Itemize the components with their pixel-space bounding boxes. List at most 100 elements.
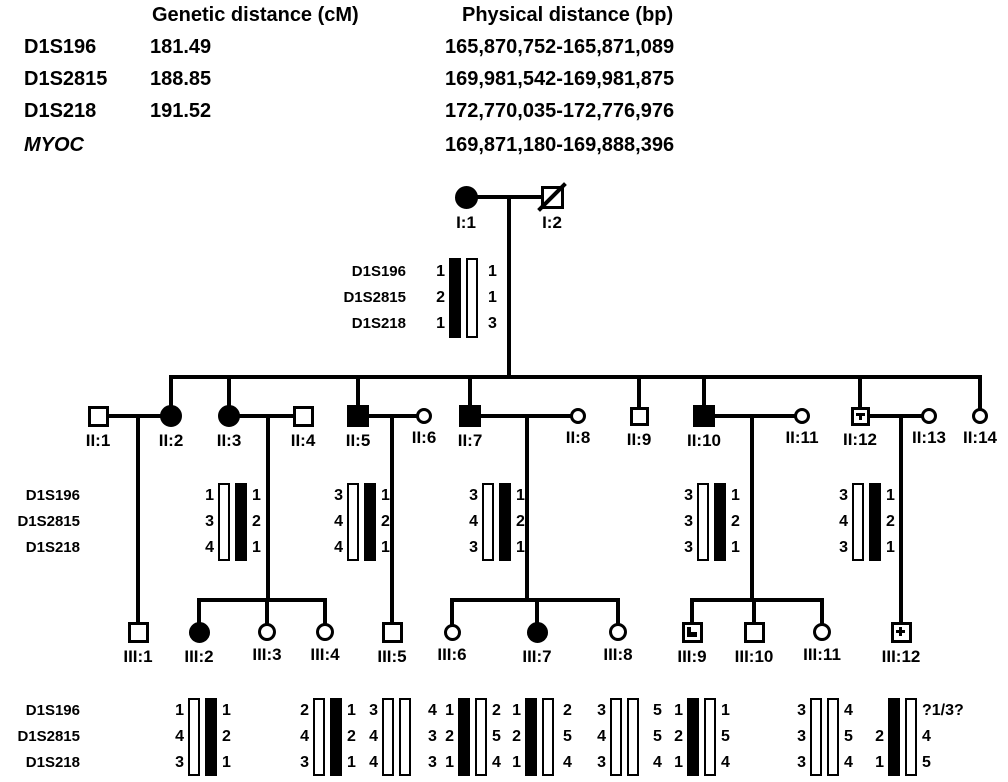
allele-value-right: 5 xyxy=(492,728,501,745)
individual-id-label: III:9 xyxy=(677,646,707,666)
individual-id-label: III:12 xyxy=(881,646,921,666)
haplotype-bar-disease xyxy=(330,698,342,776)
allele-value-right: 5 xyxy=(653,702,662,719)
genetic-distance-column-header: Genetic distance (cM) xyxy=(152,4,359,26)
genetic-distance-value: 181.49 xyxy=(150,36,212,58)
deceased-slash-icon xyxy=(537,182,567,212)
haplotype-bar-normal xyxy=(188,698,200,776)
allele-value-left: 3 xyxy=(300,754,309,771)
allele-value-left: 2 xyxy=(875,728,884,745)
pedigree-line-horizontal xyxy=(867,414,924,418)
allele-value-right: 4 xyxy=(428,702,437,719)
allele-value-left: 3 xyxy=(797,702,806,719)
allele-value-left: 1 xyxy=(436,263,445,280)
allele-value-right: 1 xyxy=(886,487,895,504)
allele-value-left: 1 xyxy=(674,754,683,771)
individual-id-label: II:12 xyxy=(842,429,878,449)
allele-value-left: 3 xyxy=(469,539,478,556)
haplotype-bar-normal xyxy=(704,698,716,776)
individual-symbol-II-11 xyxy=(794,408,810,424)
individual-symbol-II-1 xyxy=(87,405,109,427)
marker-name: D1S2815 xyxy=(24,68,108,90)
individual-symbol-III-4 xyxy=(316,623,334,641)
allele-value-left: 3 xyxy=(175,754,184,771)
pedigree-line-vertical xyxy=(690,598,694,627)
individual-id-label: II:7 xyxy=(457,431,483,450)
individual-symbol-II-13 xyxy=(921,408,937,424)
allele-value-right: 1 xyxy=(516,539,525,556)
haplotype-marker-label: D1S2815 xyxy=(17,513,80,530)
haplotype-marker-label: D1S218 xyxy=(25,754,80,771)
physical-distance-value: 169,981,542-169,981,875 xyxy=(445,68,675,90)
allele-value-right: 1 xyxy=(347,754,356,771)
allele-value-left: 1 xyxy=(175,702,184,719)
allele-value-left: 2 xyxy=(674,728,683,745)
allele-value-right: 4 xyxy=(653,754,662,771)
haplotype-bar-normal xyxy=(827,698,839,776)
allele-value-right: 2 xyxy=(381,513,390,530)
haplotype-bar-normal xyxy=(313,698,325,776)
allele-value-left: 1 xyxy=(445,754,454,771)
allele-value-left: 3 xyxy=(369,702,378,719)
haplotype-marker-label: D1S196 xyxy=(25,487,80,504)
allele-value-left: 3 xyxy=(684,513,693,530)
pedigree-line-vertical xyxy=(507,195,511,379)
haplotype-bar-disease xyxy=(525,698,537,776)
allele-value-right: 1 xyxy=(886,539,895,556)
haplotype-bar-normal xyxy=(475,698,487,776)
allele-value-left: 1 xyxy=(205,487,214,504)
individual-symbol-II-8 xyxy=(570,408,586,424)
haplotype-bar-disease xyxy=(449,258,461,338)
allele-value-left: 4 xyxy=(369,754,378,771)
haplotype-marker-label: D1S2815 xyxy=(343,289,406,306)
individual-id-label: II:1 xyxy=(85,430,111,450)
marker-name: D1S196 xyxy=(24,36,97,58)
allele-value-right: 3 xyxy=(488,315,497,332)
individual-symbol-II-5 xyxy=(347,405,369,427)
individual-id-label: II:11 xyxy=(785,428,819,447)
individual-id-label: III:6 xyxy=(437,644,467,664)
allele-value-right: 4 xyxy=(563,754,572,771)
individual-id-label: II:4 xyxy=(290,430,316,450)
allele-value-left: 4 xyxy=(469,513,478,530)
individual-id-label: II:6 xyxy=(411,428,437,447)
corner-mark-icon xyxy=(686,632,697,637)
genetic-distance-value: 191.52 xyxy=(150,100,212,122)
allele-value-right: 4 xyxy=(721,754,730,771)
individual-symbol-III-3 xyxy=(258,623,276,641)
physical-distance-column-header: Physical distance (bp) xyxy=(462,4,674,26)
individual-symbol-III-10 xyxy=(743,621,765,643)
allele-value-left: 1 xyxy=(875,754,884,771)
pedigree-line-vertical xyxy=(227,375,231,414)
allele-value-right: 5 xyxy=(721,728,730,745)
allele-value-right: 1 xyxy=(347,702,356,719)
pedigree-line-horizontal xyxy=(169,375,982,379)
haplotype-bar-disease xyxy=(205,698,217,776)
allele-value-right: 1 xyxy=(222,702,231,719)
allele-value-right: 1 xyxy=(721,702,730,719)
individual-id-label: II:14 xyxy=(962,428,998,447)
individual-symbol-III-11 xyxy=(813,623,831,641)
individual-id-label: III:2 xyxy=(184,646,214,666)
allele-value-left: 3 xyxy=(597,754,606,771)
pedigree-line-horizontal xyxy=(713,414,797,418)
individual-symbol-III-12 xyxy=(890,621,912,643)
haplotype-marker-label: D1S2815 xyxy=(17,728,80,745)
individual-symbol-II-4 xyxy=(292,405,314,427)
pedigree-line-vertical xyxy=(637,375,641,414)
individual-symbol-III-2 xyxy=(188,621,210,643)
allele-value-right: 1 xyxy=(381,487,390,504)
pedigree-line-vertical xyxy=(702,375,706,414)
allele-value-left: 3 xyxy=(797,754,806,771)
haplotype-bar-normal xyxy=(697,483,709,561)
allele-value-left: 4 xyxy=(597,728,606,745)
haplotype-bar-normal xyxy=(382,698,394,776)
individual-id-label: II:2 xyxy=(158,431,184,450)
allele-value-left: 3 xyxy=(205,513,214,530)
haplotype-bar-disease xyxy=(714,483,726,561)
pedigree-line-horizontal xyxy=(197,598,327,602)
allele-value-left: 2 xyxy=(300,702,309,719)
allele-value-right: 4 xyxy=(844,702,853,719)
haplotype-marker-label: D1S218 xyxy=(25,539,80,556)
